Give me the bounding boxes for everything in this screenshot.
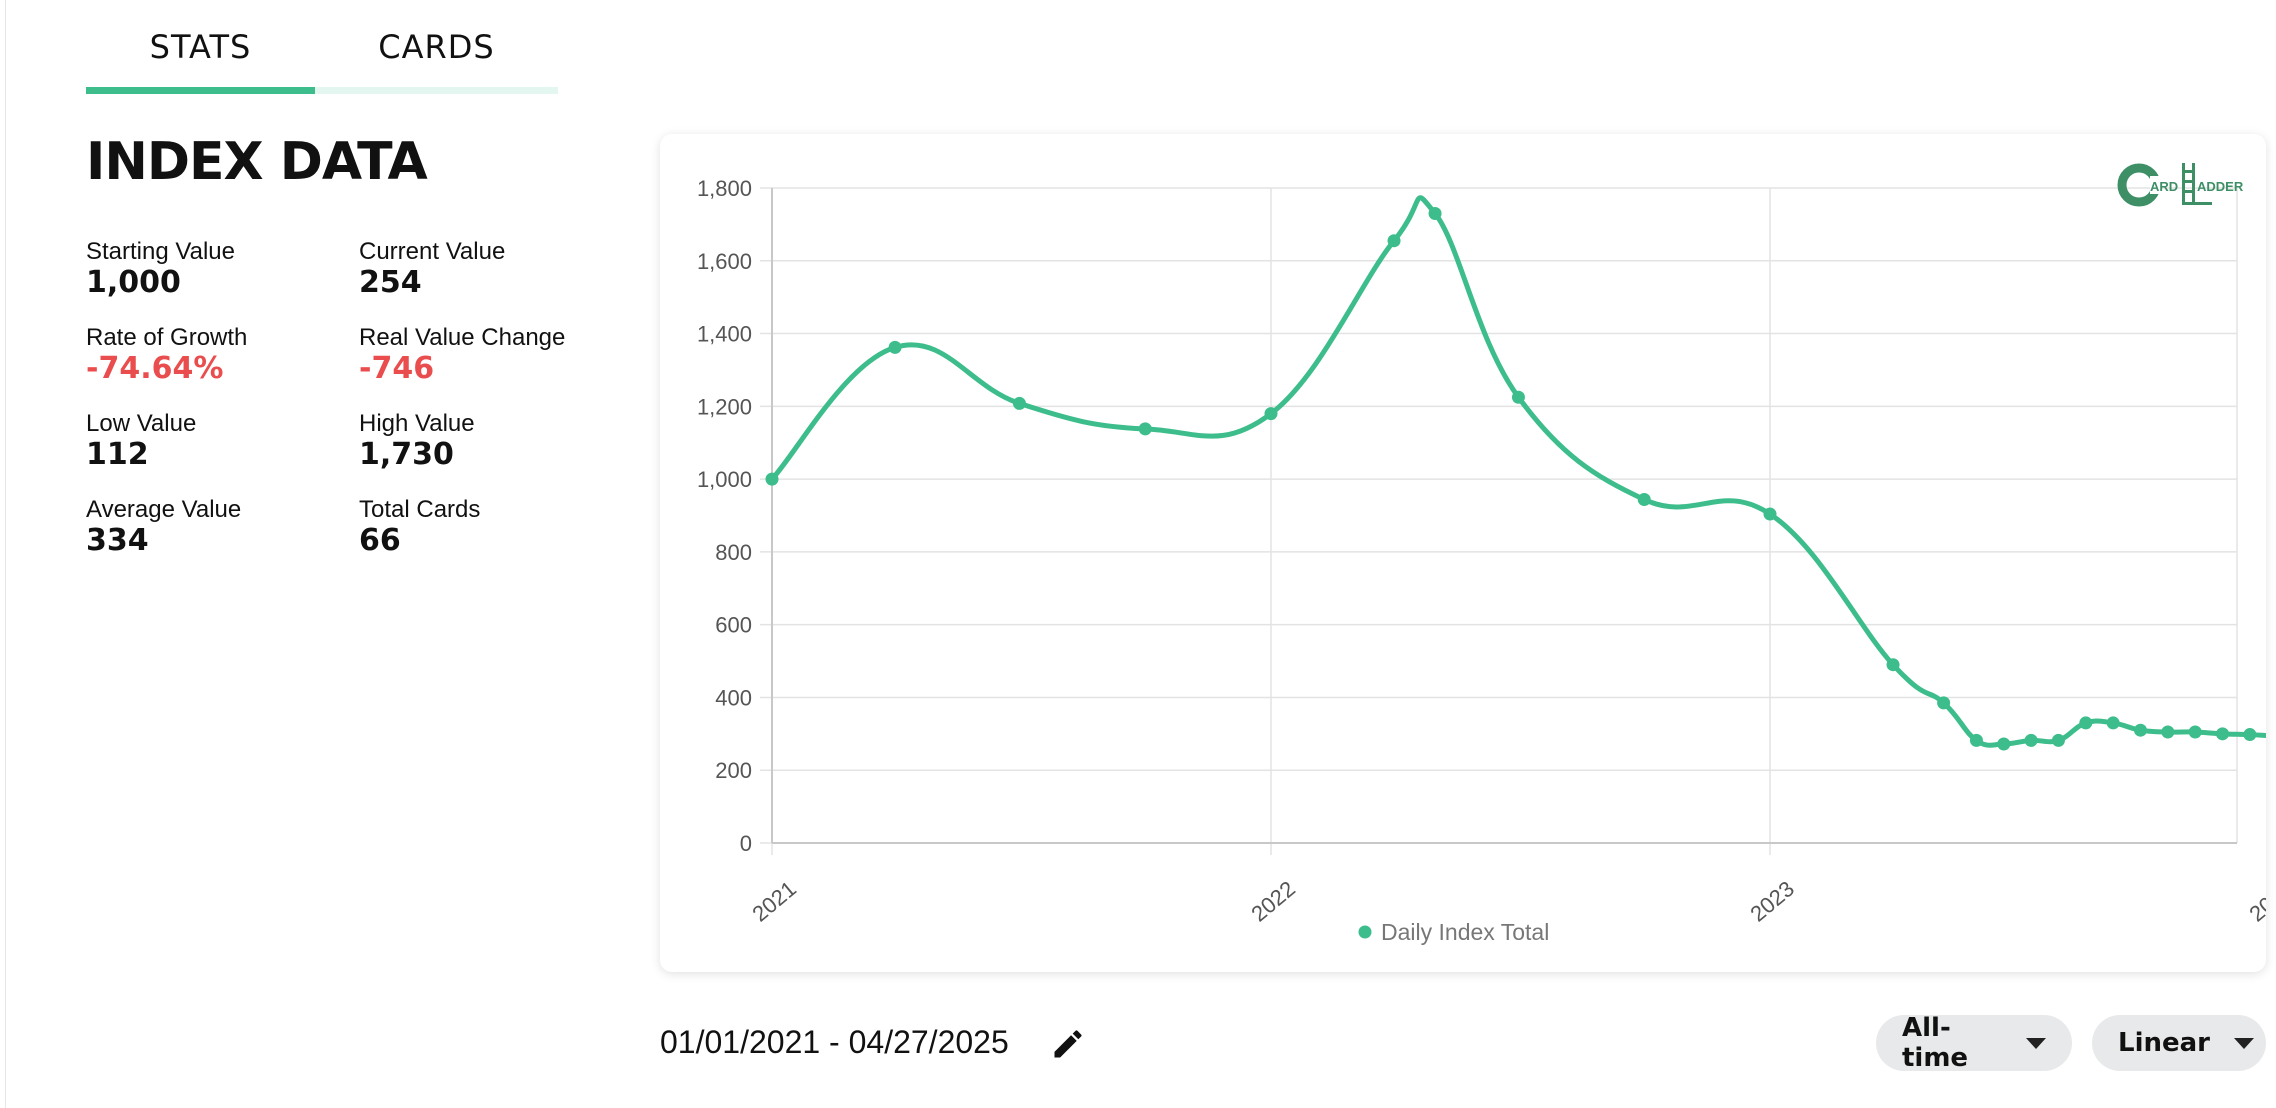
data-point (2243, 728, 2257, 742)
stat-value: -746 (359, 351, 435, 386)
page-left-border (5, 0, 6, 1108)
stat-average-value: Average Value 334 (86, 496, 241, 558)
stat-value: -74.64% (86, 351, 224, 386)
legend-marker (1358, 925, 1372, 939)
y-tick-label: 400 (715, 685, 752, 710)
stat-label: Rate of Growth (86, 324, 248, 351)
chart-legend[interactable]: Daily Index Total (1358, 919, 1550, 945)
stat-value: 334 (86, 523, 149, 558)
data-point (2161, 725, 2175, 739)
pencil-icon (1054, 1030, 1082, 1058)
series-line (770, 195, 2266, 748)
data-point (2106, 716, 2120, 730)
x-tick-label: 2022 (1246, 876, 1300, 927)
index-line-chart: 0 200 400 600 800 1,000 1,200 1,400 1,600 1,800 20… (697, 163, 2266, 945)
stat-label: Starting Value (86, 238, 235, 265)
logo-ladder-rail-left (2182, 163, 2185, 205)
logo-ladder-rail-right (2192, 163, 2195, 205)
data-point (1886, 658, 1900, 672)
data-point (2133, 723, 2147, 737)
x-tick-label: 2021 (747, 876, 801, 927)
data-point (2188, 725, 2202, 739)
period-select-value: All-time (1902, 1013, 1969, 1073)
tab-cards[interactable]: CARDS (315, 0, 558, 94)
x-tick-label: 2024 (2244, 876, 2266, 927)
period-select[interactable]: All-time (1876, 1013, 2072, 1073)
stat-value: 112 (86, 437, 149, 472)
legend-label: Daily Index Total (1381, 919, 1549, 945)
stat-label: Total Cards (359, 496, 481, 523)
logo-ladder-base (2182, 202, 2212, 205)
y-tick-label: 600 (715, 613, 752, 638)
logo-c-gap (2150, 176, 2162, 194)
stat-label: Current Value (359, 238, 506, 265)
stat-label: High Value (359, 410, 475, 437)
index-data-heading: INDEX DATA (86, 132, 428, 192)
y-tick-label: 1,200 (697, 394, 752, 419)
stat-total-cards: Total Cards 66 (359, 496, 480, 558)
stat-value: 66 (359, 523, 401, 558)
chart-series (765, 195, 2266, 751)
data-point (1763, 507, 1777, 521)
stat-value: 1,000 (86, 265, 181, 300)
stat-value: 1,730 (359, 437, 454, 472)
logo-ladder-rung (2182, 180, 2195, 183)
card-ladder-logo: ARD ADDER (2117, 163, 2244, 207)
y-tick-label: 1,400 (697, 322, 752, 347)
y-tick-label: 1,000 (697, 467, 752, 492)
stat-high-value: High Value 1,730 (359, 410, 475, 472)
data-point (1264, 407, 1278, 421)
y-tick-label: 1,800 (697, 176, 752, 201)
tab-bar: STATS CARDS (86, 0, 558, 94)
logo-ladder-rung (2182, 170, 2195, 173)
stat-rate-of-growth: Rate of Growth -74.64% (86, 324, 247, 386)
data-point (1969, 733, 1983, 747)
chart-grid (760, 187, 2238, 855)
scale-select[interactable]: Linear (2092, 1015, 2266, 1071)
tab-stats[interactable]: STATS (86, 0, 315, 94)
data-point (888, 340, 902, 354)
data-point (1138, 422, 1152, 436)
stat-current-value: Current Value 254 (359, 238, 505, 300)
data-point (2051, 733, 2065, 747)
chevron-down-icon (2026, 1037, 2046, 1049)
chevron-down-icon (2234, 1037, 2254, 1049)
stat-label: Average Value (86, 496, 242, 523)
stat-label: Low Value (86, 410, 197, 437)
logo-ladder-rung (2182, 190, 2195, 193)
y-tick-label: 200 (715, 758, 752, 783)
data-point (1511, 390, 1525, 404)
data-point (1387, 234, 1401, 248)
data-point (1012, 396, 1026, 410)
scale-select-value: Linear (2118, 1028, 2210, 1058)
edit-date-range-button[interactable] (1050, 1026, 1086, 1062)
data-point (765, 472, 779, 486)
data-point (2079, 716, 2093, 730)
stat-value: 254 (359, 265, 422, 300)
logo-text-ard: ARD (2150, 179, 2178, 194)
y-tick-label: 800 (715, 540, 752, 565)
stat-real-value-change: Real Value Change -746 (359, 324, 565, 386)
data-point (1997, 737, 2011, 751)
data-point (2216, 727, 2230, 741)
date-range-text: 01/01/2021 - 04/27/2025 (660, 1024, 1009, 1060)
stat-label: Real Value Change (359, 324, 566, 351)
index-chart-card: 0 200 400 600 800 1,000 1,200 1,400 1,600 1,800 20… (660, 134, 2266, 972)
x-tick-label: 2023 (1745, 876, 1799, 927)
y-tick-label: 0 (740, 831, 752, 856)
stat-low-value: Low Value 112 (86, 410, 196, 472)
y-tick-label: 1,600 (697, 249, 752, 274)
logo-text-adder: ADDER (2197, 179, 2244, 194)
data-point (1637, 492, 1651, 506)
data-point (1428, 206, 1442, 220)
data-point (2024, 733, 2038, 747)
stat-starting-value: Starting Value 1,000 (86, 238, 235, 300)
data-point (1937, 696, 1951, 710)
